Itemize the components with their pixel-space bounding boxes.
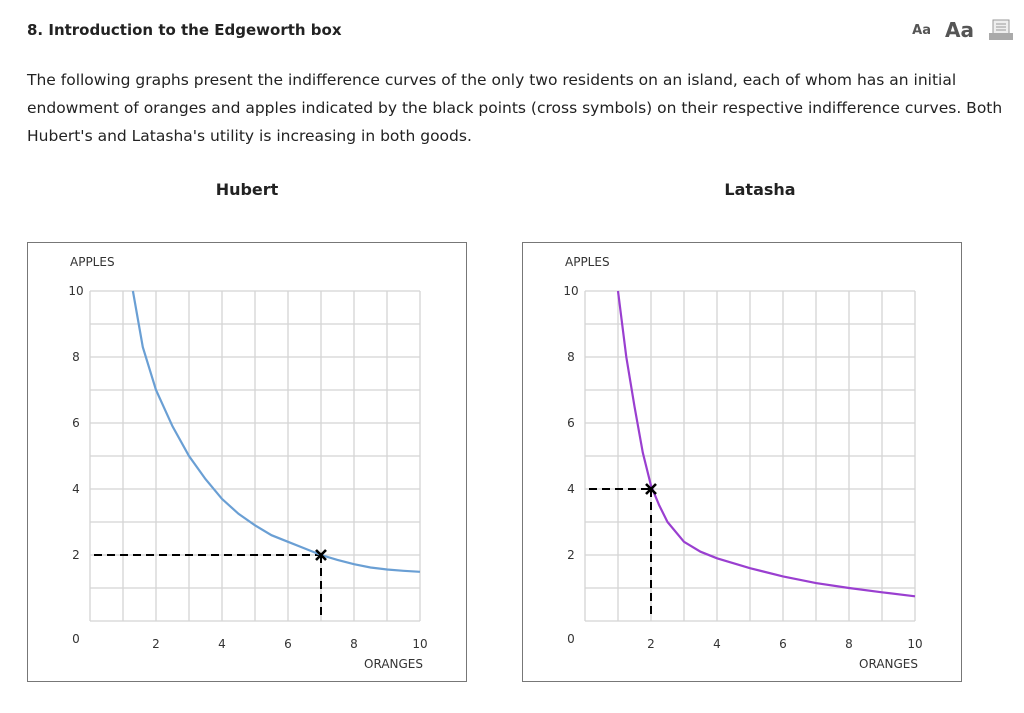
y-axis-label: APPLES [70, 255, 115, 269]
x-tick-label: 10 [412, 637, 427, 651]
x-tick-label: 8 [350, 637, 358, 651]
question-title: 8. Introduction to the Edgeworth box [27, 21, 342, 39]
y-tick-label: 8 [72, 350, 80, 364]
latasha-graph: 2 4 6 8 10 0 2 4 6 8 10 APPLES ORANGES [522, 242, 962, 682]
font-decrease-button[interactable]: Aa [912, 22, 932, 38]
endowment-cross-marker [645, 483, 657, 495]
x-axis-label: ORANGES [364, 657, 423, 671]
y-axis-label: APPLES [565, 255, 610, 269]
font-increase-button[interactable]: Aa [945, 18, 974, 42]
indifference-curve [131, 290, 421, 573]
y-tick-label: 10 [563, 284, 578, 298]
x-tick-label: 8 [845, 637, 853, 651]
x-axis-label: ORANGES [859, 657, 918, 671]
y-tick-label: 2 [567, 548, 575, 562]
x-tick-label: 4 [218, 637, 226, 651]
y-tick-label: 2 [72, 548, 80, 562]
y-tick-label: 0 [72, 632, 80, 646]
y-tick-label: 8 [567, 350, 575, 364]
y-tick-label: 0 [567, 632, 575, 646]
intro-text: The following graphs present the indiffe… [27, 71, 1003, 145]
hubert-graph: 2 4 6 8 10 0 2 4 6 8 10 APPLES ORANGES [27, 242, 467, 682]
x-tick-label: 10 [907, 637, 922, 651]
x-tick-label: 6 [779, 637, 787, 651]
y-tick-label: 4 [567, 482, 575, 496]
x-tick-label: 2 [152, 637, 160, 651]
x-tick-label: 2 [647, 637, 655, 651]
printer-icon[interactable] [988, 19, 1014, 41]
x-tick-label: 4 [713, 637, 721, 651]
y-tick-label: 10 [68, 284, 83, 298]
y-tick-label: 6 [567, 416, 575, 430]
endowment-cross-marker [315, 549, 327, 561]
x-tick-label: 6 [284, 637, 292, 651]
latasha-title: Latasha [724, 180, 796, 199]
y-tick-label: 6 [72, 416, 80, 430]
y-tick-label: 4 [72, 482, 80, 496]
toolbar: Aa Aa [912, 18, 1014, 42]
hubert-title: Hubert [215, 180, 279, 199]
indifference-curve [616, 290, 916, 598]
